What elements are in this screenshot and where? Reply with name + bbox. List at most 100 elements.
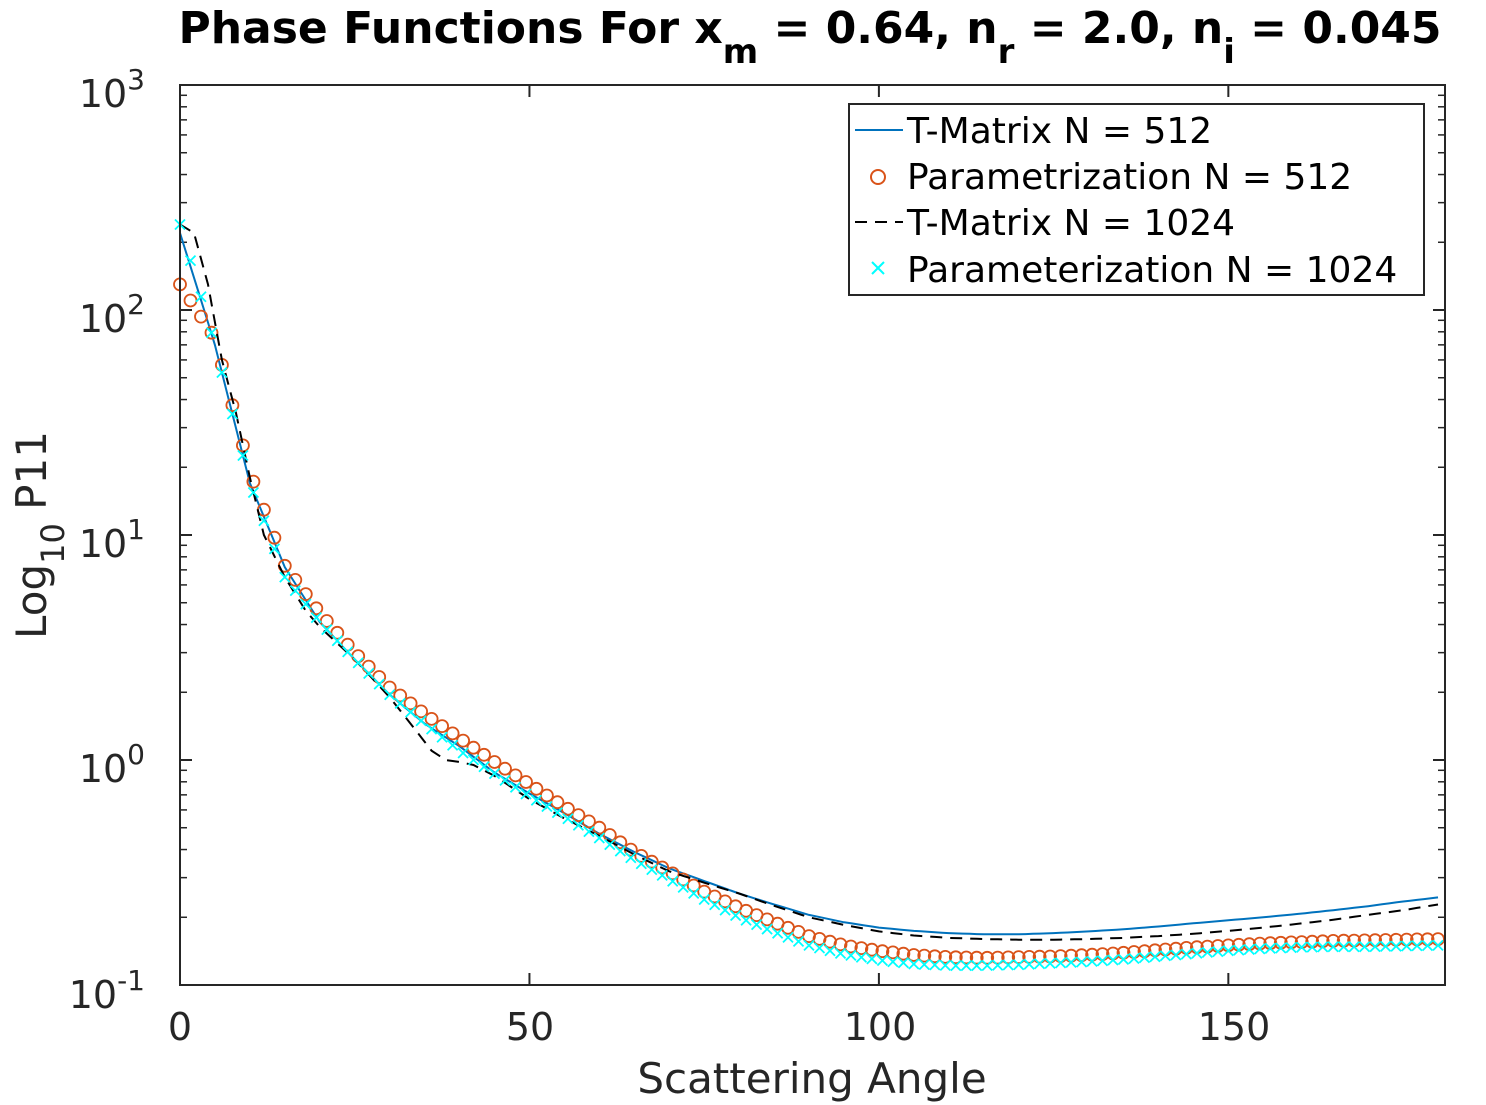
data-point-cross [195, 291, 207, 303]
data-point-cross [646, 863, 658, 876]
legend-label-param-1024: Parameterization N = 1024 [907, 250, 1397, 291]
data-point-cross [1275, 942, 1287, 954]
y-tick-base: 10 [69, 973, 117, 1017]
data-point-cross [363, 667, 375, 680]
data-point-circle [948, 950, 963, 965]
data-point-cross [792, 935, 805, 948]
data-point-cross [425, 723, 438, 735]
data-point-cross [184, 254, 197, 267]
data-point-circle [886, 945, 900, 960]
y-tick-exp: 3 [127, 63, 145, 96]
data-point-cross [635, 858, 647, 870]
data-point-cross [1159, 950, 1172, 962]
data-point-cross [740, 914, 752, 926]
data-point-circle [435, 719, 450, 733]
data-point-cross [918, 958, 930, 971]
data-point-cross [834, 947, 847, 960]
data-point-cross [992, 959, 1004, 971]
data-point-cross [300, 598, 312, 610]
data-point-cross [467, 754, 480, 766]
data-point-cross [279, 571, 291, 583]
data-point-circle [686, 878, 701, 893]
data-point-cross [950, 959, 962, 972]
data-point-cross [656, 869, 668, 882]
chart-title: Phase Functions For xm = 0.64, nr = 2.0,… [178, 3, 1441, 72]
data-point-cross [729, 909, 742, 922]
data-point-cross [855, 951, 868, 963]
data-point-circle [655, 860, 670, 875]
data-point-cross [226, 408, 239, 420]
data-point-cross [1432, 939, 1444, 952]
data-point-cross [803, 939, 815, 952]
data-point-cross [604, 838, 616, 851]
data-point-cross [321, 623, 333, 636]
data-point-circle [267, 530, 282, 545]
data-point-cross [572, 819, 585, 831]
data-point-circle [665, 866, 680, 881]
data-point-circle [676, 872, 691, 887]
data-point-cross [1254, 943, 1266, 955]
data-point-cross [1075, 956, 1088, 968]
data-point-cross [698, 893, 710, 906]
data-point-cross [289, 584, 301, 597]
y-tick-exp: -1 [117, 964, 145, 997]
data-point-circle [613, 835, 628, 850]
data-point-cross [1296, 941, 1308, 953]
y-label-rest: P11 [7, 431, 56, 523]
data-point-cross [677, 881, 689, 894]
data-point-circle [194, 309, 208, 324]
data-point-cross [1369, 940, 1381, 953]
data-point-cross [1086, 955, 1098, 968]
data-point-circle [906, 948, 921, 962]
data-point-circle [854, 941, 869, 955]
data-point-cross [625, 852, 637, 864]
data-point-cross [541, 800, 553, 813]
data-point-circle [875, 944, 890, 959]
data-point-cross [1327, 941, 1339, 953]
data-point-cross [750, 918, 763, 931]
data-point-cross [824, 945, 836, 957]
data-point-circle [927, 949, 942, 964]
data-point-cross [457, 747, 469, 759]
data-point-circle [896, 946, 911, 961]
legend-label-param-512: Parametrization N = 512 [907, 157, 1352, 198]
y-tick-base: 10 [79, 522, 127, 566]
legend-marker-param-1024 [871, 261, 885, 275]
title-mid-2: = 2.0, n [1014, 3, 1223, 54]
data-point-cross [352, 657, 364, 669]
data-point-cross [1107, 954, 1119, 966]
data-point-cross [404, 706, 417, 718]
data-point-circle [235, 438, 250, 453]
x-tick-label-0: 0 [168, 1005, 192, 1049]
data-point-cross [1170, 949, 1182, 961]
y-tick-base: 10 [79, 747, 127, 791]
data-point-cross [509, 781, 522, 793]
data-point-cross [782, 931, 794, 944]
data-point-cross [1400, 940, 1413, 952]
data-point-cross [1411, 940, 1423, 952]
data-point-circle [204, 325, 219, 340]
data-point-cross [939, 959, 951, 972]
data-point-cross [342, 646, 354, 658]
data-point-cross [237, 449, 249, 462]
y-tick-base: 10 [79, 72, 127, 116]
data-point-circle [424, 712, 439, 726]
data-point-cross [1285, 941, 1297, 954]
data-point-cross [667, 875, 679, 887]
plot-frame [179, 84, 1446, 986]
legend-label-tmatrix-512: T-Matrix N = 512 [906, 111, 1212, 152]
data-point-cross [520, 788, 532, 800]
data-point-cross [205, 327, 218, 339]
title-sub-i: i [1223, 32, 1235, 72]
y-tick-label-1e1: 101 [79, 513, 145, 566]
x-tick-label-50: 50 [506, 1005, 554, 1049]
data-point-circle [288, 573, 303, 587]
data-point-circle [959, 950, 974, 965]
data-point-circle [844, 939, 858, 954]
data-point-cross [845, 949, 857, 962]
minor-ticks [180, 94, 1445, 919]
data-point-cross [1044, 957, 1056, 970]
data-point-cross [1212, 945, 1224, 958]
data-point-cross [1306, 941, 1318, 953]
